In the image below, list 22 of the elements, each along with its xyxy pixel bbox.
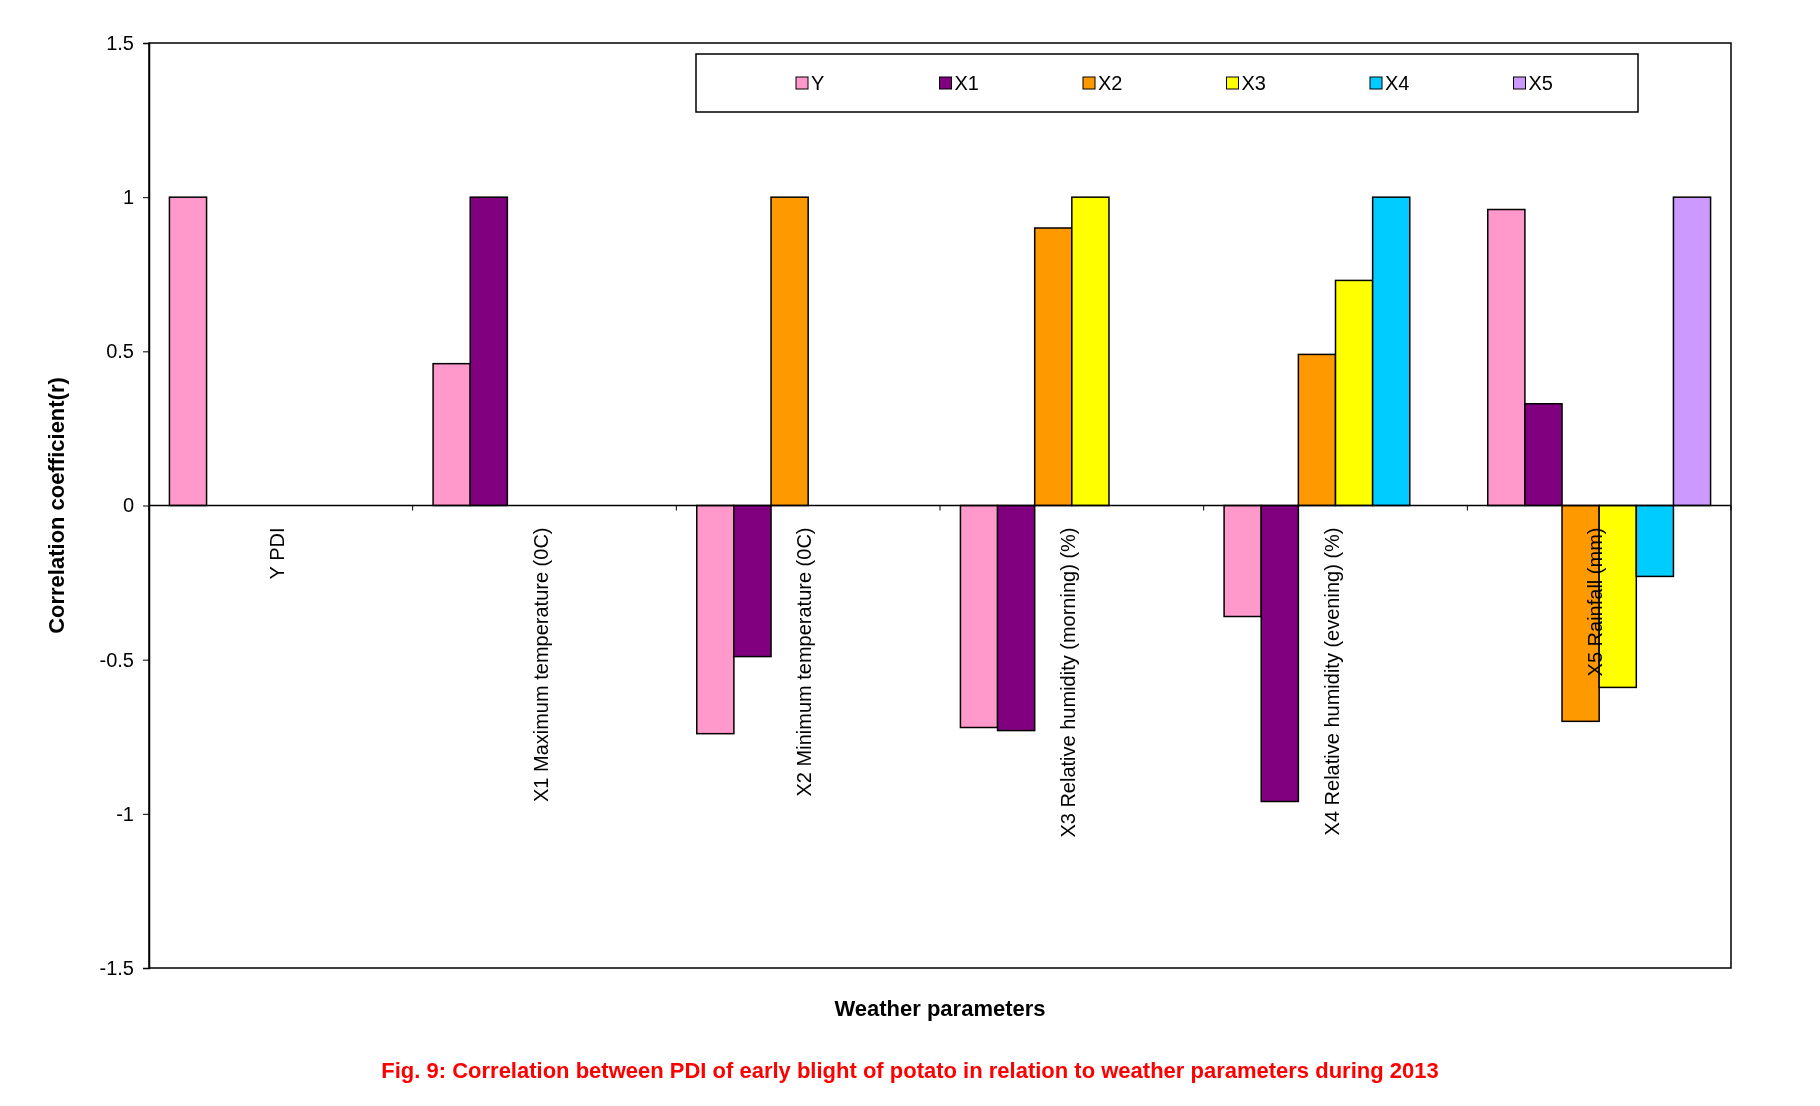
y-tick-label: 1 [122, 186, 134, 209]
text: Fig. 9: Correlation between PDI of early blight of potato in relation to weather parameters during 2013 [381, 1058, 1439, 1083]
legend-label: X1 [954, 72, 979, 94]
legend-label: X4 [1385, 72, 1410, 94]
legend-label: Y [811, 72, 825, 94]
x-tick-label: X5 Rainfall (mm) [1584, 527, 1607, 677]
y-tick-label: 0.5 [106, 340, 134, 363]
x-tick-label: Y PDI [265, 527, 288, 580]
x-tick-label: X4 Relative humidity (evening) (%) [1320, 527, 1343, 836]
x-tick-label: X1 Maximum temperature (0C) [529, 527, 552, 803]
x-tick-label: X2 Minimum temperature (0C) [793, 527, 816, 797]
y-tick-label: 0 [122, 494, 134, 517]
y-axis-title: Correlation coefficient(r) [44, 377, 69, 634]
y-tick-label: -1 [116, 802, 134, 825]
x-axis-title: Weather parameters [834, 996, 1046, 1021]
legend-label: X3 [1241, 72, 1266, 94]
y-tick-label: -0.5 [99, 648, 134, 671]
y-tick-label: 1.5 [106, 31, 134, 54]
x-tick-label: X3 Relative humidity (morning) (%) [1056, 527, 1079, 838]
legend-label: X2 [1098, 72, 1123, 94]
y-tick-label: -1.5 [99, 956, 134, 979]
legend-label: X5 [1528, 72, 1553, 94]
